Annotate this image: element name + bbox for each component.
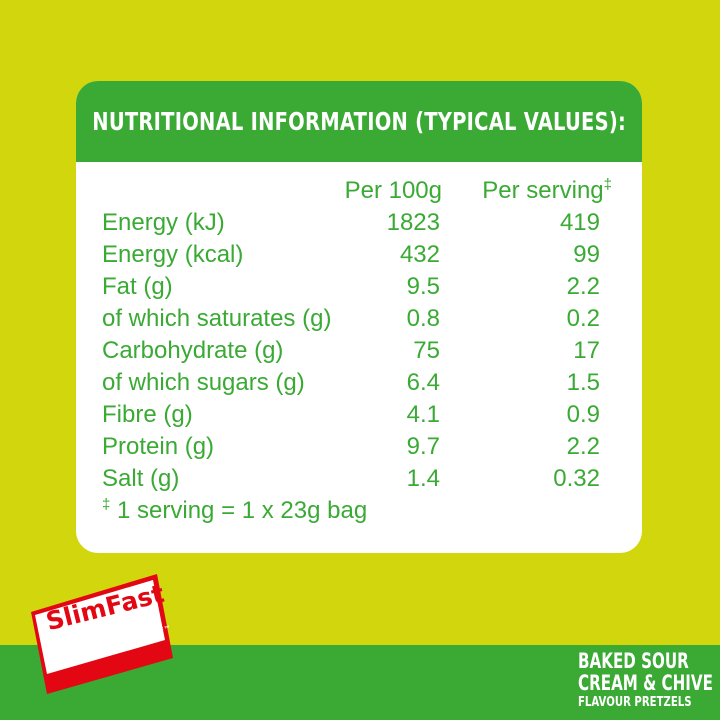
- footnote-mark: ‡: [102, 496, 111, 513]
- nutrition-title: NUTRITIONAL INFORMATION (TYPICAL VALUES)…: [92, 107, 626, 136]
- product-name-line-1: BAKED SOUR: [578, 649, 689, 673]
- row-value-per-serving: 0.2: [566, 305, 600, 332]
- row-value-per-serving: 2.2: [566, 273, 600, 300]
- table-row: Carbohydrate (g) 75 17: [100, 335, 620, 367]
- row-label: Protein (g): [102, 433, 215, 460]
- product-name: BAKED SOUR CREAM & CHIVE FLAVOUR PRETZEL…: [578, 649, 720, 710]
- row-label: Salt (g): [102, 465, 180, 492]
- row-label: Energy (kJ): [102, 209, 225, 236]
- row-value-per-100g: 6.4: [406, 369, 440, 396]
- row-value-per-100g: 1.4: [406, 465, 440, 492]
- row-value-per-serving: 419: [559, 209, 600, 236]
- row-value-per-100g: 75: [413, 337, 440, 364]
- table-row: Energy (kJ) 1823 419: [100, 207, 620, 239]
- table-row: Fat (g) 9.5 2.2: [100, 271, 620, 303]
- table-row: Fibre (g) 4.1 0.9: [100, 399, 620, 431]
- table-row: Salt (g) 1.4 0.32: [100, 463, 620, 495]
- row-value-per-serving: 0.9: [566, 401, 600, 428]
- row-value-per-100g: 9.7: [406, 433, 440, 460]
- table-row: of which sugars (g) 6.4 1.5: [100, 367, 620, 399]
- logo-badge-icon: [31, 574, 173, 694]
- column-header-per-serving-label: Per serving: [482, 177, 604, 204]
- table-header-row: Per 100g Per serving‡: [100, 175, 620, 207]
- row-value-per-serving: 1.5: [566, 369, 600, 396]
- table-row: Protein (g) 9.7 2.2: [100, 431, 620, 463]
- column-header-per-100g: Per 100g: [344, 177, 442, 204]
- row-label: Fibre (g): [102, 401, 193, 428]
- product-name-line-3: FLAVOUR PRETZELS: [578, 695, 692, 710]
- footnote-text: 1 serving = 1 x 23g bag: [117, 497, 368, 524]
- nutrition-table: Per 100g Per serving‡ Energy (kJ) 1823 4…: [100, 175, 620, 527]
- column-header-per-serving: Per serving‡: [482, 175, 612, 207]
- slimfast-logo: SlimFast LOSE WEIGHT AND KEEP IT OFF™: [25, 572, 175, 697]
- row-value-per-serving: 2.2: [566, 433, 600, 460]
- row-value-per-serving: 0.32: [553, 465, 600, 492]
- row-value-per-serving: 99: [573, 241, 600, 268]
- row-value-per-serving: 17: [573, 337, 600, 364]
- nutrition-panel: NUTRITIONAL INFORMATION (TYPICAL VALUES)…: [76, 81, 642, 553]
- row-value-per-100g: 0.8: [406, 305, 440, 332]
- footnote-row: ‡ 1 serving = 1 x 23g bag: [100, 495, 620, 527]
- product-name-line-2: CREAM & CHIVE: [578, 671, 713, 695]
- row-value-per-100g: 4.1: [406, 401, 440, 428]
- row-value-per-100g: 1823: [386, 209, 440, 236]
- row-value-per-100g: 9.5: [406, 273, 440, 300]
- serving-footnote: ‡ 1 serving = 1 x 23g bag: [102, 495, 367, 527]
- nutrition-header: NUTRITIONAL INFORMATION (TYPICAL VALUES)…: [76, 81, 642, 162]
- row-label: Fat (g): [102, 273, 173, 300]
- row-value-per-100g: 432: [399, 241, 440, 268]
- row-label: of which saturates (g): [102, 305, 332, 332]
- row-label: of which sugars (g): [102, 369, 305, 396]
- table-row: of which saturates (g) 0.8 0.2: [100, 303, 620, 335]
- row-label: Energy (kcal): [102, 241, 244, 268]
- table-row: Energy (kcal) 432 99: [100, 239, 620, 271]
- serving-mark: ‡: [603, 176, 612, 193]
- row-label: Carbohydrate (g): [102, 337, 284, 364]
